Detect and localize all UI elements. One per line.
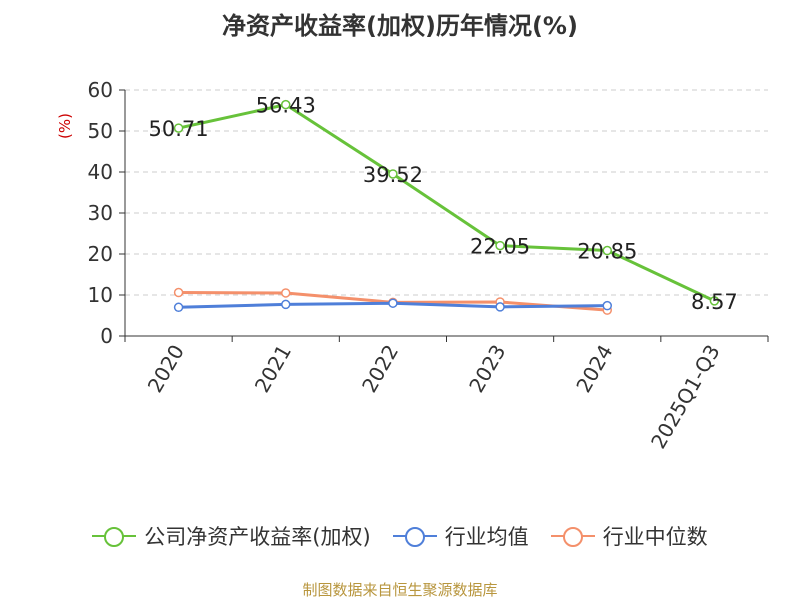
x-tick-label: 2020 [143,341,189,397]
data-label: 56.43 [256,94,316,118]
y-tick-label: 50 [88,119,113,143]
chart-title: 净资产收益率(加权)历年情况(%) [222,12,578,40]
grid-lines [125,89,768,296]
legend-label-company: 公司净资产收益率(加权) [144,525,371,549]
y-tick-label: 30 [88,201,113,225]
legend-label-industry-mean: 行业均值 [444,525,529,549]
legend-item-industry-median[interactable]: 行业中位数 [550,521,708,551]
legend-marker-industry-median [550,526,595,547]
legend: 公司净资产收益率(加权) 行业均值 行业中位数 [0,521,800,551]
legend-item-industry-mean[interactable]: 行业均值 [392,521,529,551]
data-point [602,245,612,256]
data-point [495,302,505,312]
y-tick-label: 20 [88,242,113,266]
y-tick-label: 40 [88,160,113,184]
x-tick-label: 2021 [250,341,296,397]
data-point [173,302,184,313]
data-point [495,240,505,251]
legend-marker-industry-mean [392,526,437,547]
data-label: 22.05 [470,235,530,259]
data-label: 20.85 [577,240,637,264]
data-point [709,296,720,306]
y-tick-label: 10 [88,283,113,307]
x-tick-label: 2024 [571,341,617,397]
x-tick-label: 2023 [464,341,510,397]
y-tick-label: 60 [88,78,113,102]
data-point [388,298,398,308]
source-footer: 制图数据来自恒生聚源数据库 [302,581,498,599]
data-label: 50.71 [149,117,209,141]
legend-marker-company [92,526,137,547]
data-point [388,169,398,179]
y-axis-label: (%) [56,113,74,139]
data-point [173,123,184,133]
series-line-0 [178,103,716,303]
y-tick-label: 0 [100,324,113,348]
data-label: 39.52 [363,163,423,187]
legend-label-industry-median: 行业中位数 [602,525,708,549]
x-tick-label: 2022 [357,341,403,397]
data-point [173,287,184,298]
series-lines [173,99,720,315]
data-point [281,299,291,310]
data-labels: 50.71 56.43 39.52 22.05 20.85 8.57 [149,94,738,314]
x-tick-label: 2025Q1-Q3 [646,341,725,453]
data-point [602,300,612,311]
legend-item-company[interactable]: 公司净资产收益率(加权) [92,521,371,551]
data-point [281,288,291,298]
data-point [281,99,291,110]
data-label: 8.57 [691,290,738,314]
